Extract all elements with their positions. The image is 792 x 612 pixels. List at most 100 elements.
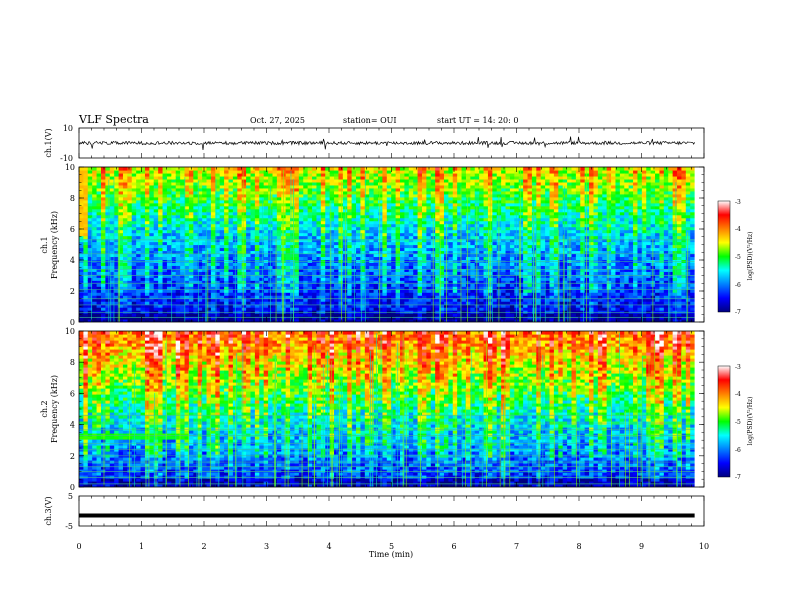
spectrogram-cell <box>100 229 106 234</box>
spectrogram-cell <box>202 304 208 308</box>
spectrogram-cell <box>435 178 441 183</box>
spectrogram-cell <box>215 298 221 302</box>
spectrogram-cell <box>268 178 274 183</box>
spectrogram-cell <box>276 271 282 275</box>
spectrogram-cell <box>448 256 454 260</box>
spectrogram-cell <box>254 274 260 278</box>
spectrogram-cell <box>166 190 172 195</box>
spectrogram-cell <box>364 253 370 258</box>
spectrogram-cell <box>105 304 111 308</box>
ch1-waveform-panel: 10 -10 ch.1(V) <box>44 124 705 163</box>
spectrogram-cell <box>149 304 155 308</box>
spectrogram-cell <box>250 193 256 198</box>
spectrogram-cell <box>79 190 84 195</box>
spectrogram-cell <box>373 193 379 198</box>
spectrogram-cell <box>96 277 102 281</box>
spectrogram-cell <box>180 181 186 186</box>
spectrogram-cell <box>461 199 467 204</box>
spectrogram-cell <box>114 265 120 269</box>
spectrogram-cell <box>140 256 146 260</box>
spectrogram-cell <box>79 259 84 263</box>
spectrogram-cell <box>417 202 423 207</box>
spectrogram-cell <box>158 262 164 266</box>
spectrogram-cell <box>127 259 133 263</box>
spectrogram-cell <box>105 253 111 258</box>
spectrogram-cell <box>470 214 476 219</box>
spectrogram-cell <box>369 259 375 263</box>
spectrogram-cell <box>180 280 186 284</box>
spectrogram-cell <box>452 190 458 195</box>
spectrogram-cell <box>421 175 427 180</box>
spectrogram-cell <box>426 271 432 275</box>
spectrogram-cell <box>360 175 366 180</box>
spectrogram-cell <box>443 187 449 192</box>
spectrogram-cell <box>127 238 133 243</box>
spectrogram-cell <box>96 301 102 305</box>
spectrogram-cell <box>312 232 318 237</box>
spectrogram-cell <box>114 259 120 263</box>
spectrogram-cell <box>395 319 401 322</box>
spectrogram-cell <box>158 167 164 171</box>
spectrogram-cell <box>448 292 454 296</box>
spectrogram-cell <box>400 175 405 180</box>
spectrogram-cell <box>188 253 194 258</box>
spectrogram-cell <box>153 169 159 174</box>
spectrogram-cell <box>83 295 89 299</box>
spectrogram-cell <box>413 214 419 219</box>
spectrogram-cell <box>360 280 366 284</box>
spectrogram-cell <box>206 172 212 177</box>
spectrogram-cell <box>320 307 326 311</box>
spectrogram-cell <box>448 193 454 198</box>
spectrogram-cell <box>202 193 208 198</box>
spectrogram-cell <box>153 277 159 281</box>
spectrogram-cell <box>228 307 234 311</box>
spectrogram-cell <box>259 265 265 269</box>
spectrogram-cell <box>373 286 379 290</box>
spectrogram-cell <box>382 244 388 249</box>
spectrogram-cell <box>83 313 89 317</box>
spectrogram-cell <box>470 229 476 234</box>
spectrogram-cell <box>219 256 225 260</box>
spectrogram-cell <box>188 169 194 174</box>
spectrogram-cell <box>171 167 177 171</box>
spectrogram-cell <box>443 208 449 213</box>
spectrogram-cell <box>426 211 432 216</box>
spectrogram-cell <box>92 244 98 249</box>
spectrogram-cell <box>228 319 234 322</box>
spectrogram-cell <box>250 167 256 171</box>
spectrogram-cell <box>435 250 441 255</box>
spectrogram-cell <box>356 301 362 305</box>
spectrogram-cell <box>479 190 485 195</box>
spectrogram-cell <box>118 235 124 240</box>
spectrogram-cell <box>193 277 199 281</box>
spectrogram-cell <box>395 202 401 207</box>
spectrogram-cell <box>360 316 366 320</box>
date-label: Oct. 27, 2025 <box>250 116 305 125</box>
spectrogram-cell <box>448 259 454 263</box>
spectrogram-cell <box>373 310 379 314</box>
spectrogram-cell <box>312 259 318 263</box>
spectrogram-cell <box>250 310 256 314</box>
spectrogram-cell <box>171 301 177 305</box>
spectrogram-cell <box>443 175 449 180</box>
spectrogram-cell <box>312 319 318 322</box>
spectrogram-cell <box>131 167 137 171</box>
spectrogram-cell <box>334 211 340 216</box>
spectrogram-cell <box>272 220 278 225</box>
spectrogram-cell <box>140 169 146 174</box>
spectrogram-cell <box>395 211 401 216</box>
spectrogram-cell <box>224 208 230 213</box>
spectrogram-cell <box>153 310 159 314</box>
spectrogram-cell <box>197 295 203 299</box>
spectrogram-cell <box>373 268 379 272</box>
spectrogram-cell <box>197 241 203 246</box>
spectrogram-cell <box>272 178 278 183</box>
spectrogram-cell <box>193 196 199 201</box>
spectrogram-cell <box>457 253 463 258</box>
spectrogram-cell <box>193 307 199 311</box>
spectrogram-cell <box>136 172 142 177</box>
spectrogram-cell <box>175 167 181 171</box>
spectrogram-cell <box>197 196 203 201</box>
spectrogram-cell <box>470 289 476 293</box>
spectrogram-cell <box>228 214 234 219</box>
